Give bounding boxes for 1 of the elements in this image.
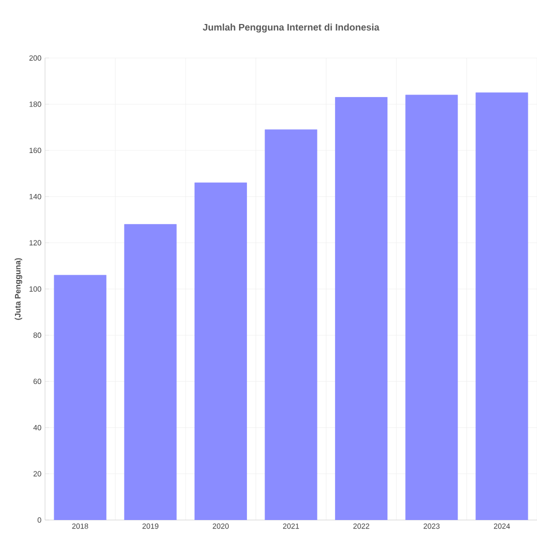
chart-title: Jumlah Pengguna Internet di Indonesia — [202, 24, 380, 32]
